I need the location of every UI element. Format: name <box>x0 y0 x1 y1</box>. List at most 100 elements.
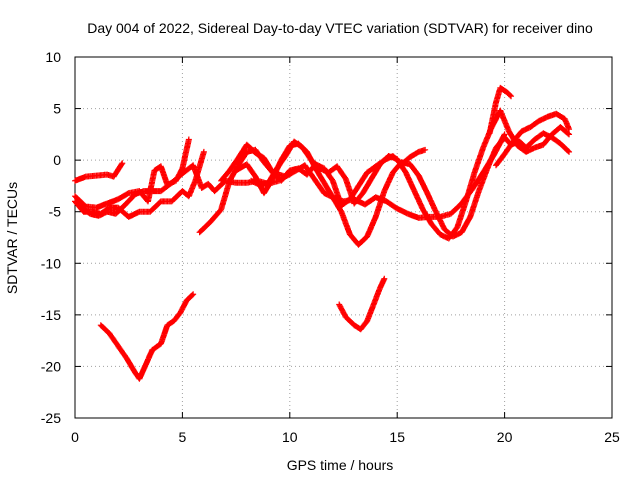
data-point-run <box>273 154 288 172</box>
data-point-run <box>428 221 443 237</box>
data-point-run <box>553 110 567 122</box>
data-point-run <box>112 203 127 217</box>
series-track-1 <box>72 160 126 184</box>
data-point-run <box>164 318 176 329</box>
data-point-run <box>411 188 426 212</box>
data-point <box>422 146 429 153</box>
data-point-run <box>282 139 297 159</box>
data-point-run <box>243 161 258 179</box>
data-point-run <box>368 162 383 182</box>
data-point-run <box>321 179 336 200</box>
data-point-run <box>78 203 93 216</box>
x-tick-label: 10 <box>282 429 298 445</box>
series-track-10 <box>493 110 573 169</box>
data-point-run <box>415 172 430 195</box>
data-point-run <box>497 107 512 133</box>
data-point-run <box>183 292 196 304</box>
data-point <box>190 291 197 298</box>
data-point-run <box>334 163 348 181</box>
data-point-run <box>110 161 125 180</box>
y-tick-label: -10 <box>41 255 61 271</box>
data-series <box>72 84 573 382</box>
data-point-run <box>372 189 387 220</box>
data-point-run <box>168 171 185 186</box>
y-tick-label: -15 <box>41 307 61 323</box>
data-point-run <box>493 152 507 169</box>
data-point-run <box>312 165 327 185</box>
data-point-run <box>235 150 250 169</box>
data-point-run <box>168 189 185 205</box>
data-point <box>381 275 388 282</box>
data-point-run <box>486 100 499 137</box>
data-point-run <box>308 157 322 171</box>
x-tick-label: 25 <box>604 429 620 445</box>
data-point-run <box>467 189 482 220</box>
data-point-run <box>342 175 357 206</box>
grid <box>75 57 612 418</box>
data-point-run <box>493 86 503 106</box>
data-point-run <box>226 156 241 174</box>
data-point <box>508 93 515 100</box>
x-tick-label: 20 <box>497 429 513 445</box>
chart-title: Day 004 of 2022, Sidereal Day-to-day VTE… <box>87 20 593 36</box>
data-point-run <box>462 170 478 205</box>
data-point-run <box>402 169 417 193</box>
data-point-run <box>299 144 314 162</box>
y-tick-label: -25 <box>41 410 61 426</box>
data-point-run <box>346 231 361 247</box>
data-point <box>566 126 573 133</box>
axis-ticks: 0 5 10 15 20 25 10 5 0 -5 -10 -15 -20 -25 <box>41 49 620 445</box>
data-point-run <box>121 192 138 209</box>
data-point-run <box>149 341 163 353</box>
data-point-run <box>497 84 509 95</box>
data-point-run <box>540 132 554 148</box>
data-point-run <box>355 234 370 248</box>
data-point-run <box>261 155 275 175</box>
data-point-run <box>338 197 352 209</box>
data-point-run <box>115 342 129 361</box>
data-point-run <box>420 206 434 226</box>
data-point-run <box>501 139 516 157</box>
data-point-run <box>72 193 88 209</box>
series-track-11 <box>97 291 197 382</box>
x-tick-label: 5 <box>179 429 187 445</box>
data-point-run <box>123 355 138 375</box>
data-point-run <box>557 124 572 137</box>
data-point-run <box>235 142 250 162</box>
data-point-run <box>278 168 292 184</box>
data-point-run <box>351 191 365 207</box>
data-point-run <box>196 220 213 236</box>
data-point-run <box>211 178 228 195</box>
data-point-run <box>342 313 357 328</box>
y-tick-label: 10 <box>45 49 61 65</box>
data-point-run <box>145 168 158 205</box>
data-point-run <box>381 170 396 195</box>
data-point-run <box>432 208 447 231</box>
data-point-run <box>362 195 378 208</box>
data-point-run <box>179 137 192 172</box>
y-tick-label: 5 <box>53 101 61 117</box>
data-point-run <box>475 166 490 195</box>
data-point-run <box>383 198 400 211</box>
data-point-run <box>357 319 370 333</box>
data-point-run <box>157 163 170 187</box>
data-point-run <box>493 135 507 151</box>
data-point-run <box>458 215 473 236</box>
plot-frame <box>74 56 613 419</box>
data-point-run <box>527 118 541 131</box>
data-point-run <box>157 323 170 347</box>
data-point-run <box>291 138 305 150</box>
data-point-run <box>170 310 183 324</box>
data-point-run <box>310 174 327 195</box>
data-point <box>200 148 207 155</box>
data-point-run <box>157 180 174 195</box>
y-tick-label: -5 <box>49 204 62 220</box>
data-point-run <box>329 177 344 208</box>
data-point-run <box>454 199 469 231</box>
data-point-run <box>370 286 383 308</box>
data-point-run <box>364 302 377 324</box>
data-point-run <box>445 225 460 242</box>
data-point-run <box>252 149 266 161</box>
